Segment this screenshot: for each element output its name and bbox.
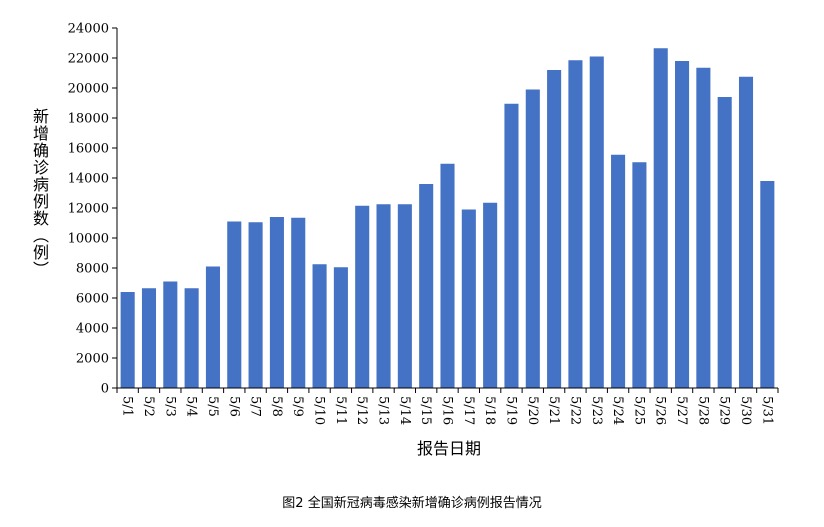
x-tick-label: 5/18 [482, 396, 497, 425]
x-tick-label: 5/12 [354, 396, 369, 425]
bar-5-6 [227, 221, 242, 388]
bar-5-18 [483, 202, 498, 388]
y-axis-ticks: 0 2000 4000 6000 8000 10000 12000 14000 16000 180… [68, 22, 117, 397]
y-axis-title: 新增确诊病例数（例） [30, 108, 49, 278]
x-tick-label: 5/6 [226, 396, 241, 417]
x-tick-label: 5/4 [184, 396, 199, 417]
bar-5-30 [738, 76, 754, 388]
bar-5-5 [205, 266, 220, 388]
bar-5-23 [589, 56, 604, 388]
x-tick-label: 5/31 [759, 396, 774, 425]
bar-5-19 [504, 103, 519, 388]
x-tick-label: 5/24 [610, 396, 625, 425]
x-tick-label: 5/20 [525, 396, 540, 425]
figure-caption: 图2 全国新冠病毒感染新增确诊病例报告情况 [282, 496, 542, 511]
bar-5-28 [696, 67, 711, 388]
bar-5-16 [440, 163, 455, 388]
bar-5-27 [675, 61, 690, 388]
x-tick-label: 5/27 [674, 396, 689, 425]
x-tick-label: 5/29 [717, 396, 732, 425]
x-tick-label: 5/11 [333, 396, 348, 425]
bar-5-25 [632, 162, 647, 388]
bar-5-2 [141, 288, 157, 388]
x-tick-label: 5/21 [546, 396, 561, 425]
bar-5-24 [611, 154, 626, 388]
bar-5-12 [355, 205, 370, 388]
bar-5-10 [312, 264, 327, 388]
x-tick-label: 5/28 [695, 396, 710, 425]
y-tick-label: 4000 [76, 322, 109, 337]
y-tick-label: 2000 [76, 352, 109, 367]
x-tick-label: 5/5 [205, 396, 220, 417]
y-tick-label: 20000 [68, 82, 109, 97]
x-tick-label: 5/13 [376, 396, 391, 425]
bar-5-7 [248, 222, 263, 388]
y-tick-label: 10000 [68, 232, 109, 247]
bar-5-31 [760, 181, 775, 388]
bar-5-22 [568, 60, 583, 388]
bar-5-3 [163, 281, 178, 388]
y-tick-label: 12000 [68, 202, 109, 217]
x-tick-label: 5/26 [653, 396, 668, 425]
bar-5-17 [461, 209, 476, 388]
bar-5-13 [376, 204, 391, 388]
x-tick-label: 5/14 [397, 396, 412, 425]
x-axis-title: 报告日期 [417, 439, 481, 458]
bar-5-14 [397, 204, 412, 388]
bar-5-20 [525, 89, 540, 388]
y-tick-label: 24000 [68, 22, 109, 37]
y-tick-label: 8000 [76, 262, 109, 277]
y-tick-label: 16000 [68, 142, 109, 157]
x-tick-label: 5/15 [418, 396, 433, 425]
x-tick-label: 5/1 [120, 396, 135, 417]
bar-5-4 [184, 288, 199, 388]
bar-5-1 [120, 292, 135, 388]
bar-5-11 [333, 267, 348, 388]
bar-5-26 [653, 48, 668, 388]
x-tick-label: 5/16 [440, 396, 455, 425]
bar-5-8 [269, 217, 284, 388]
y-tick-label: 6000 [76, 292, 109, 307]
bar-5-21 [547, 70, 562, 388]
x-tick-label: 5/2 [141, 396, 156, 417]
x-tick-label: 5/23 [589, 396, 604, 425]
x-tick-label: 5/8 [269, 396, 284, 417]
x-tick-label: 5/22 [567, 396, 582, 425]
bar-5-15 [419, 184, 434, 388]
x-tick-label: 5/10 [312, 396, 327, 425]
x-tick-label: 5/17 [461, 396, 476, 425]
y-tick-label: 14000 [68, 172, 109, 187]
x-tick-label: 5/9 [290, 396, 305, 417]
x-tick-label: 5/19 [503, 396, 518, 425]
bar-5-29 [717, 97, 732, 388]
x-tick-label: 5/3 [162, 396, 177, 417]
y-tick-label: 22000 [68, 52, 109, 67]
x-tick-label: 5/25 [631, 396, 646, 425]
y-tick-label: 0 [101, 382, 109, 397]
bars-group [120, 48, 775, 388]
x-tick-label: 5/30 [738, 396, 753, 425]
x-tick-label: 5/7 [248, 396, 263, 417]
bar-5-9 [291, 217, 306, 388]
x-axis-ticks: 5/1 5/2 5/3 5/4 5/5 5/6 5/7 5/8 5/9 5/10 5/11 5/12 5… [116, 388, 779, 425]
y-tick-label: 18000 [68, 112, 109, 127]
